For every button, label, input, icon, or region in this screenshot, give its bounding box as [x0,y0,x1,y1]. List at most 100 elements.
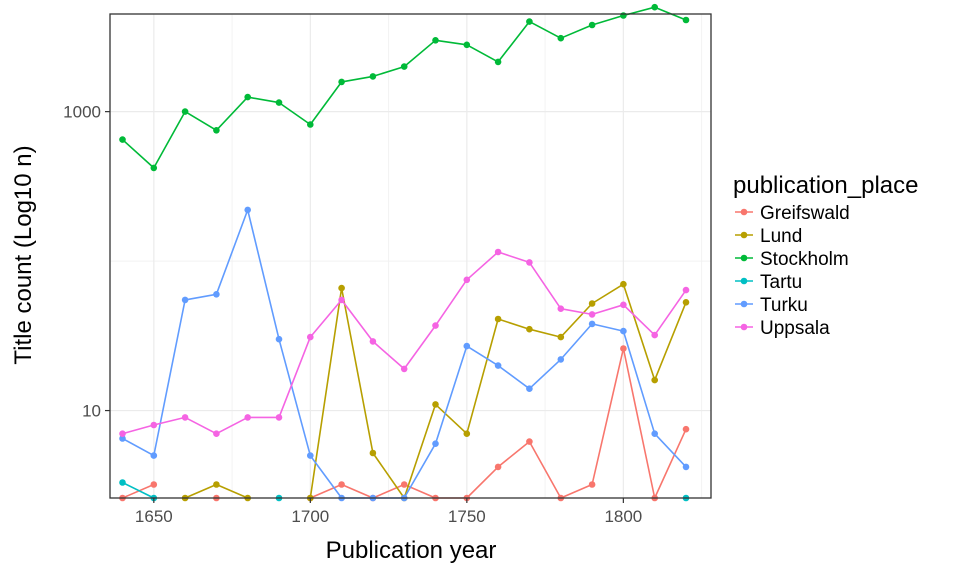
data-point-uppsala [338,296,345,304]
legend-label: Stockholm [760,249,849,270]
legend: publication_place GreifswaldLundStockhol… [733,172,918,339]
data-point-stockholm [620,12,627,19]
legend-label: Greifswald [760,203,850,224]
data-point-stockholm [338,78,345,86]
legend-key-point [740,208,748,216]
data-point-greifswald [400,481,408,488]
x-axis-title: Publication year [326,537,497,564]
data-point-uppsala [588,311,596,318]
data-point-greifswald [494,463,502,471]
data-point-uppsala [432,322,439,329]
data-point-turku [526,385,533,393]
data-point-greifswald [150,481,158,488]
data-point-uppsala [275,414,283,421]
legend-item-stockholm: Stockholm [735,249,849,270]
legend-item-turku: Turku [735,295,808,316]
data-point-lund [682,299,690,306]
legend-item-greifswald: Greifswald [735,203,850,224]
legend-label: Lund [760,226,802,247]
data-point-uppsala [307,333,314,341]
legend-title: publication_place [733,172,918,199]
data-point-stockholm [244,93,251,101]
data-point-lund [338,284,345,292]
data-point-greifswald [620,345,627,352]
legend-label: Uppsala [760,318,830,339]
data-point-stockholm [400,63,408,70]
data-point-turku [432,440,439,448]
data-point-stockholm [181,108,189,115]
data-point-turku [119,435,126,442]
data-point-stockholm [682,16,690,24]
plot-border [109,13,712,499]
data-point-uppsala [494,248,502,256]
data-point-uppsala [244,414,251,421]
data-point-turku [463,342,471,350]
data-point-stockholm [526,18,533,25]
data-point-uppsala [150,421,158,429]
data-point-stockholm [307,121,314,128]
data-point-uppsala [557,305,565,313]
data-point-greifswald [588,481,596,488]
data-point-stockholm [494,58,502,66]
data-point-greifswald [526,438,533,445]
plot-panel [110,14,711,498]
data-point-turku [651,430,658,438]
data-point-turku [682,463,690,471]
x-tick-label: 1750 [448,507,486,526]
data-point-stockholm [119,136,126,143]
data-point-stockholm [588,21,596,29]
axes: 1650 1700 1750 1800 10 1000 [63,13,712,526]
data-point-lund [494,315,502,323]
x-tick-label: 1700 [291,507,329,526]
data-point-stockholm [463,41,471,49]
data-point-lund [526,325,533,333]
data-point-uppsala [369,338,377,345]
data-point-stockholm [275,99,283,106]
data-point-lund [463,430,471,438]
legend-item-uppsala: Uppsala [735,318,830,339]
data-point-uppsala [181,414,189,421]
data-point-tartu [119,479,126,486]
data-point-lund [588,300,596,307]
legend-key-point [740,277,748,285]
data-point-lund [213,481,220,488]
data-point-greifswald [682,425,690,433]
data-point-stockholm [369,73,377,80]
data-point-turku [275,335,283,343]
legend-label: Turku [760,295,808,316]
y-axis-title: Title count (Log10 n) [10,145,37,364]
data-point-turku [181,296,189,304]
data-point-uppsala [213,430,220,438]
legend-key-point [740,231,748,239]
data-point-uppsala [119,430,126,438]
data-point-turku [244,206,251,214]
y-tick-label: 1000 [63,103,101,122]
data-point-uppsala [526,259,533,266]
data-point-lund [369,449,377,457]
data-point-stockholm [651,3,658,11]
x-tick-label: 1800 [604,507,642,526]
legend-item-lund: Lund [735,226,802,247]
data-point-turku [620,327,627,335]
series-line-tartu [122,481,155,499]
data-point-stockholm [150,164,158,172]
data-point-turku [213,291,220,298]
data-point-lund [432,401,439,408]
legend-label: Tartu [760,272,802,293]
legend-key-point [740,300,748,308]
y-tick-label: 10 [82,402,101,421]
data-point-turku [494,362,502,369]
series-line-greifswald [122,483,155,499]
legend-key-point [740,323,748,331]
data-point-uppsala [682,286,690,294]
data-point-uppsala [651,331,658,339]
data-point-turku [588,320,596,328]
data-point-stockholm [432,37,439,44]
legend-key-point [740,254,748,262]
data-point-uppsala [620,301,627,309]
data-point-uppsala [463,276,471,284]
data-point-turku [150,452,158,459]
data-point-stockholm [557,34,565,42]
data-point-turku [307,452,314,459]
